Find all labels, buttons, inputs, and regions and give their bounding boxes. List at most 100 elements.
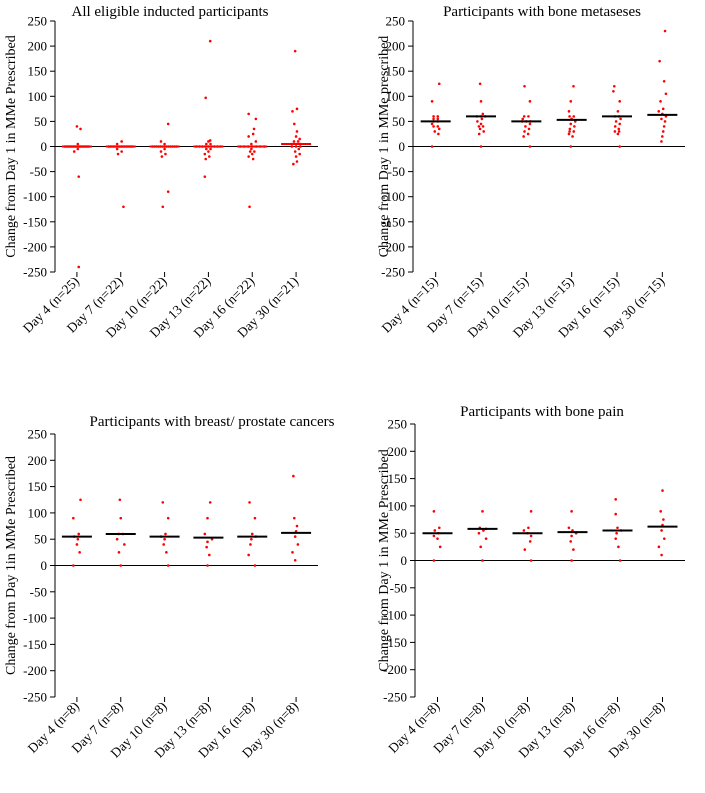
data-point [569, 100, 573, 103]
data-point [298, 145, 302, 148]
data-point [295, 524, 299, 528]
y-tick-label: 0 [401, 553, 408, 568]
data-point [163, 537, 166, 541]
data-point [298, 137, 301, 141]
data-point [663, 29, 667, 33]
y-axis-label: Change from Day 1 in MMe Prescribed [377, 449, 392, 671]
data-point [293, 535, 297, 538]
data-point [613, 84, 616, 88]
data-point [164, 152, 167, 156]
data-point [118, 498, 122, 502]
data-point [160, 155, 164, 158]
data-point [663, 120, 667, 123]
data-point [295, 107, 299, 111]
data-point [481, 112, 485, 116]
data-point [529, 510, 533, 513]
data-point [77, 175, 81, 178]
data-point [568, 115, 571, 118]
data-point [617, 127, 621, 131]
data-point [437, 82, 441, 86]
data-point [247, 112, 250, 116]
data-point [660, 553, 663, 557]
data-point [206, 540, 209, 544]
data-point [254, 117, 258, 121]
data-point [295, 130, 299, 133]
data-point [433, 130, 437, 133]
data-point [294, 145, 298, 148]
data-point [573, 125, 576, 128]
data-point [120, 140, 123, 143]
y-tick-label: 50 [394, 526, 407, 541]
data-point [524, 125, 527, 128]
data-point [568, 130, 571, 133]
data-point [657, 110, 661, 113]
data-point [159, 140, 163, 143]
data-point [204, 96, 208, 100]
y-tick-label: -200 [383, 662, 407, 677]
data-point [297, 147, 301, 151]
data-point [203, 152, 207, 156]
data-point [662, 518, 665, 521]
y-tick-label: -150 [23, 214, 47, 229]
data-point [569, 122, 573, 126]
y-tick-label: -100 [23, 611, 47, 626]
data-point [615, 531, 618, 535]
data-point [205, 142, 208, 146]
data-point [294, 155, 298, 158]
data-point [203, 175, 207, 178]
y-tick-label: 150 [386, 64, 406, 79]
data-point [614, 498, 617, 501]
data-point [432, 559, 436, 562]
data-point [249, 543, 252, 546]
data-point [432, 115, 435, 118]
data-point [205, 147, 208, 151]
data-point [523, 84, 526, 88]
data-point [657, 545, 661, 549]
data-point [662, 125, 666, 128]
data-point [72, 150, 76, 153]
y-tick-label: 250 [388, 417, 408, 432]
data-point [207, 140, 210, 143]
data-point [617, 545, 620, 549]
data-point [478, 127, 482, 131]
data-point [298, 152, 301, 156]
data-point [250, 152, 254, 156]
data-point [294, 135, 298, 138]
data-point [659, 100, 662, 103]
data-point [436, 115, 440, 118]
data-point [75, 543, 79, 546]
y-tick-label: -50 [388, 164, 405, 179]
data-point [247, 155, 250, 158]
data-point [660, 117, 663, 121]
data-point [617, 130, 621, 133]
data-point [526, 132, 530, 136]
data-point [206, 516, 209, 520]
data-point [569, 145, 573, 148]
y-tick-label: 200 [386, 39, 406, 54]
data-point [72, 516, 75, 520]
chart-panel-4: Participants with bone pain Change from D… [377, 404, 685, 761]
data-point [661, 489, 664, 492]
data-point [614, 120, 618, 123]
y-tick-label: 100 [386, 89, 406, 104]
data-point [205, 545, 208, 549]
data-point [572, 84, 575, 88]
data-point [480, 117, 484, 121]
data-point [117, 551, 121, 554]
data-point [616, 110, 620, 113]
chart-panel-1: All eligible inducted participants Change… [4, 4, 318, 340]
data-point [209, 147, 212, 151]
y-axis-label: Change from Day 1 in MMe prescribed [377, 36, 392, 258]
y-tick-label: -50 [30, 164, 47, 179]
data-point [430, 122, 434, 126]
data-point [207, 150, 210, 153]
data-point [123, 543, 126, 546]
data-point [528, 122, 532, 126]
y-tick-label: 200 [28, 39, 48, 54]
y-tick-label: 50 [34, 532, 47, 547]
data-point [166, 122, 170, 126]
data-point [616, 132, 620, 136]
data-point [484, 537, 488, 540]
y-tick-label: -50 [30, 584, 47, 599]
data-point [661, 135, 664, 138]
